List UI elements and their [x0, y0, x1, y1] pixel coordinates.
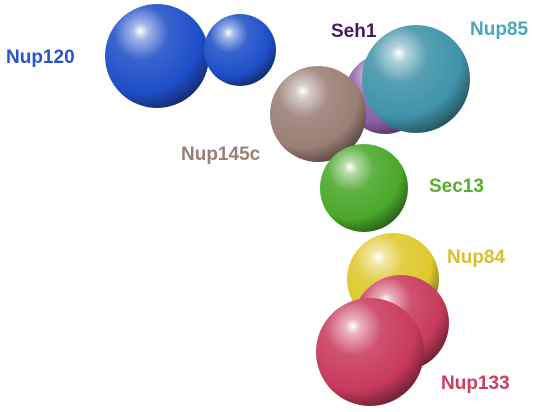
nup120-sphere-large [105, 4, 209, 108]
label-nup133: Nup133 [441, 373, 510, 394]
nup85-sphere [362, 25, 470, 133]
label-nup120: Nup120 [6, 47, 75, 68]
nup145c-sphere [270, 66, 366, 162]
label-nup145c: Nup145c [181, 144, 261, 165]
label-nup84: Nup84 [447, 247, 506, 268]
nup120-sphere-small [204, 14, 276, 86]
label-nup85: Nup85 [470, 19, 529, 40]
label-seh1: Seh1 [331, 21, 377, 42]
sec13-sphere [320, 144, 408, 232]
label-sec13: Sec13 [429, 176, 484, 197]
nup133-sphere-front [316, 298, 424, 406]
